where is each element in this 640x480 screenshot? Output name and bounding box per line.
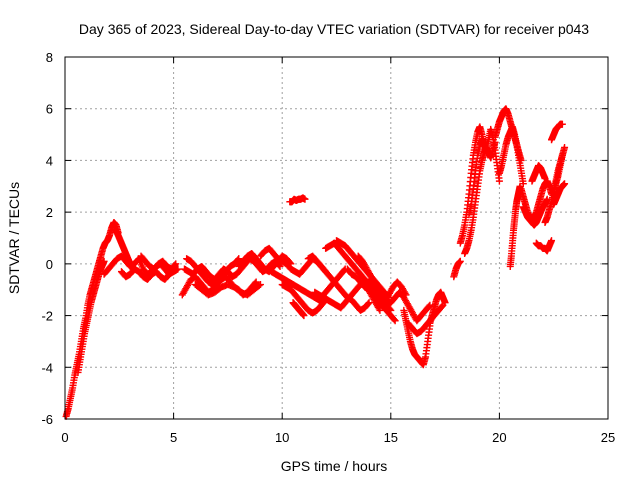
- data-point: [256, 281, 264, 289]
- series-dip: [400, 306, 434, 369]
- series-recover: [426, 288, 449, 327]
- y-tick-label: 6: [46, 102, 53, 117]
- data-point: [561, 144, 569, 151]
- plot-frame: [64, 56, 609, 420]
- data-point: [478, 136, 486, 144]
- data-point: [456, 257, 464, 265]
- x-tick-label: 10: [275, 430, 289, 445]
- series-peak-b: [495, 123, 527, 188]
- data-point: [376, 306, 384, 314]
- series-mid-d: [191, 281, 264, 299]
- series-bump: [286, 194, 309, 206]
- series-flat-3: [137, 252, 180, 273]
- series-rise: [62, 218, 122, 420]
- series-spike-down: [506, 182, 524, 270]
- y-tick-label: 4: [46, 153, 53, 168]
- data-points: [62, 105, 569, 420]
- data-point: [390, 316, 398, 324]
- series-gap-pts: [450, 257, 464, 281]
- series-early-arc: [111, 226, 136, 270]
- series-mid-g: [267, 265, 349, 304]
- y-tick-label: -6: [41, 412, 53, 427]
- data-point: [438, 302, 446, 310]
- y-tick-label: 8: [46, 50, 53, 65]
- series-mid-c: [183, 255, 243, 289]
- data-point: [172, 260, 180, 268]
- x-axis-title: GPS time / hours: [281, 458, 388, 474]
- y-tick-label: 2: [46, 205, 53, 220]
- data-point: [301, 195, 309, 203]
- y-tick-label: 0: [46, 257, 53, 272]
- series-late-c: [343, 265, 399, 325]
- y-tick-label: -4: [41, 360, 53, 375]
- data-point: [541, 175, 549, 183]
- data-point: [235, 255, 243, 263]
- series-tail-b: [548, 120, 566, 144]
- data-point: [495, 177, 503, 185]
- x-tick-label: 0: [61, 430, 68, 445]
- data-point: [276, 262, 284, 270]
- data-point: [391, 317, 399, 325]
- x-tick-label: 25: [601, 430, 615, 445]
- y-tick-labels: -6 -4 -2 0 2 4 6 8: [41, 50, 53, 427]
- y-axis-title: SDTVAR / TECUs: [6, 182, 22, 294]
- axis-ticks: [64, 56, 609, 420]
- data-point: [365, 299, 373, 307]
- data-point: [561, 180, 569, 188]
- y-tick-label: -2: [41, 309, 53, 324]
- data-point: [548, 237, 556, 245]
- series-flat-2: [117, 265, 178, 283]
- data-point: [441, 299, 449, 307]
- data-point: [100, 257, 108, 265]
- series-tail-c: [550, 180, 569, 208]
- data-point: [300, 312, 308, 320]
- x-tick-labels: 0 5 10 15 20 25: [61, 430, 615, 445]
- x-tick-label: 20: [492, 430, 506, 445]
- chart-title: Day 365 of 2023, Sidereal Day-to-day VTE…: [79, 21, 589, 37]
- series-late-e: [365, 275, 434, 325]
- series-tail-a: [541, 144, 569, 226]
- data-point: [255, 282, 263, 290]
- x-tick-label: 15: [384, 430, 398, 445]
- series-valley-low: [532, 237, 556, 255]
- series-rise-b: [74, 257, 108, 376]
- data-point: [234, 256, 242, 264]
- series-mid-j: [304, 252, 373, 314]
- data-point: [558, 120, 566, 128]
- data-point: [171, 261, 179, 269]
- series-valley-c: [528, 162, 549, 185]
- x-tick-label: 5: [170, 430, 177, 445]
- data-point: [364, 300, 372, 308]
- series-climb-c: [465, 136, 486, 219]
- series-mid-i: [289, 299, 308, 320]
